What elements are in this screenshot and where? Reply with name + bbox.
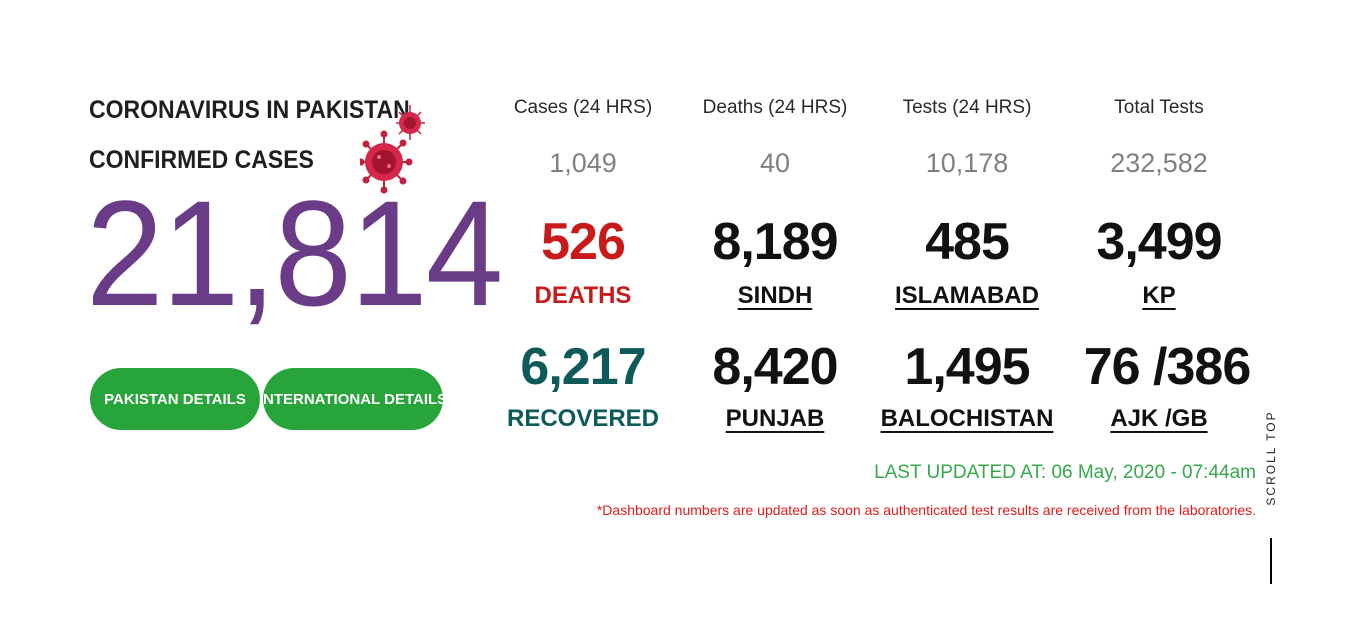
deaths-total-label: DEATHS — [534, 282, 632, 309]
scroll-top-link[interactable]: SCROLL TOP — [1264, 410, 1278, 506]
islamabad-value: 485 — [925, 213, 1010, 271]
sindh-link[interactable]: SINDH — [737, 282, 813, 309]
tests-24h-value: 10,178 — [925, 148, 1009, 178]
kp-link[interactable]: KP — [1142, 282, 1176, 309]
title-line-2: CONFIRMED CASES — [89, 146, 314, 174]
coronavirus-icon-small — [396, 105, 425, 140]
total-tests-label: Total Tests — [1114, 97, 1204, 118]
cases-24h-label: Cases (24 HRS) — [513, 97, 653, 118]
tests-24h-label: Tests (24 HRS) — [902, 97, 1032, 118]
islamabad-link[interactable]: ISLAMABAD — [895, 282, 1039, 309]
cases-24h-value: 1,049 — [549, 148, 617, 178]
balochistan-link[interactable]: BALOCHISTAN — [880, 405, 1054, 432]
kp-value: 3,499 — [1096, 213, 1222, 271]
sindh-value: 8,189 — [712, 213, 838, 271]
recovered-label: RECOVERED — [506, 405, 660, 432]
last-updated-text: LAST UPDATED AT: 06 May, 2020 - 07:44am — [874, 462, 1256, 483]
deaths-total-value: 526 — [541, 213, 626, 271]
punjab-value: 8,420 — [712, 338, 838, 396]
deaths-24h-value: 40 — [759, 148, 791, 178]
scroll-top-line — [1270, 538, 1272, 584]
punjab-link[interactable]: PUNJAB — [725, 405, 825, 432]
balochistan-value: 1,495 — [904, 338, 1030, 396]
ajk-gb-link[interactable]: AJK /GB — [1110, 405, 1208, 432]
confirmed-cases-count: 21,814 — [86, 169, 503, 337]
coronavirus-icon — [360, 130, 413, 194]
deaths-24h-label: Deaths (24 HRS) — [702, 97, 848, 118]
pakistan-details-button[interactable]: PAKISTAN DETAILS — [90, 368, 260, 430]
dashboard-note: *Dashboard numbers are updated as soon a… — [596, 502, 1256, 518]
recovered-value: 6,217 — [520, 338, 646, 396]
title-line-1: CORONAVIRUS IN PAKISTAN — [89, 96, 410, 124]
ajk-gb-value: 76 /386 — [1083, 338, 1252, 396]
total-tests-value: 232,582 — [1110, 148, 1208, 178]
international-details-button[interactable]: INTERNATIONAL DETAILS — [259, 368, 447, 430]
